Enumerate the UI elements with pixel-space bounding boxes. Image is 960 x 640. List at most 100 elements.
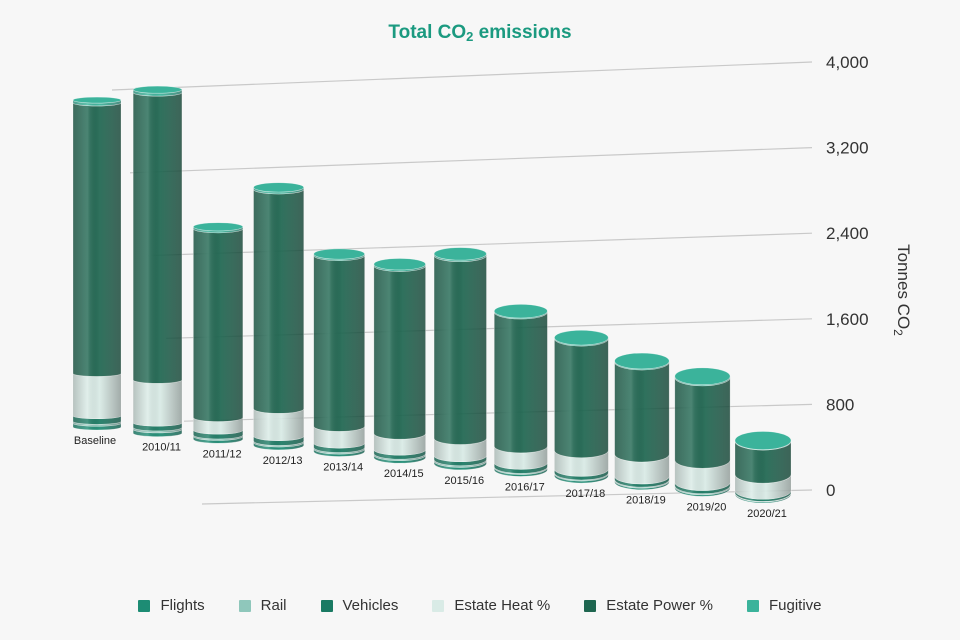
bar-segment-shading bbox=[193, 226, 243, 233]
bar-2016/17 bbox=[493, 304, 548, 477]
y-axis-label-subscript: 2 bbox=[891, 329, 905, 336]
legend-swatch bbox=[746, 599, 759, 612]
x-tick-label: 2018/19 bbox=[626, 495, 666, 507]
x-tick-label: 2010/11 bbox=[142, 442, 181, 454]
bar-segment-shading bbox=[494, 462, 548, 474]
bar-segment-shading bbox=[434, 253, 487, 262]
bar-segment-shading bbox=[73, 423, 121, 430]
title-main: Total CO bbox=[388, 22, 467, 43]
bar-segment-shading bbox=[313, 253, 365, 261]
y-tick-label: 3,200 bbox=[826, 139, 869, 158]
bar-top-cap bbox=[493, 304, 548, 319]
bar-2012/13 bbox=[253, 182, 305, 451]
x-tick-label: 2016/17 bbox=[505, 481, 545, 493]
bar-segment-shading bbox=[373, 453, 426, 461]
bar-segment-shading bbox=[253, 189, 304, 414]
x-tick-label: 2013/14 bbox=[323, 462, 363, 474]
bar-segment-shading bbox=[73, 102, 121, 377]
bar-segment-shading bbox=[614, 454, 670, 484]
bar-2019/20 bbox=[674, 367, 731, 497]
bar-segment-shading bbox=[614, 476, 670, 488]
bar-segment-shading bbox=[614, 362, 670, 463]
chart-title: Total CO2 emissions bbox=[0, 22, 960, 44]
bar-top-cap bbox=[253, 182, 305, 193]
bar-segment-shading bbox=[313, 426, 365, 449]
legend-item: Fugitive bbox=[746, 597, 822, 614]
bar-segment-shading bbox=[253, 187, 304, 194]
bar-segment-shading bbox=[193, 436, 243, 444]
bar-top-cap bbox=[193, 222, 244, 232]
bar-2013/14 bbox=[313, 248, 365, 457]
y-tick-labels: 0 800 1,600 2,400 3,200 4,000 bbox=[826, 53, 869, 500]
bar-2017/18 bbox=[554, 329, 609, 484]
bar-2011/12 bbox=[193, 222, 244, 444]
y-axis-label: Tonnes CO2 bbox=[891, 244, 913, 336]
legend-swatch bbox=[238, 599, 251, 612]
bar-segment-shading bbox=[253, 440, 304, 447]
bar-segment-shading bbox=[73, 100, 121, 106]
bar-segment-shading bbox=[674, 377, 731, 469]
y-axis-label-main: Tonnes CO bbox=[894, 244, 913, 329]
y-tick-label: 4,000 bbox=[826, 53, 869, 72]
bar-segment-shading bbox=[434, 461, 487, 470]
bar-segment-shading bbox=[193, 228, 243, 422]
bar-segment-shading bbox=[494, 467, 548, 477]
legend-item: Flights bbox=[138, 597, 205, 614]
bar-segment-shading bbox=[494, 446, 548, 470]
x-tick-label: 2015/16 bbox=[444, 475, 484, 487]
bar-top-cap bbox=[373, 258, 426, 271]
legend-item: Vehicles bbox=[320, 597, 398, 614]
x-tick-label: Baseline bbox=[74, 435, 116, 447]
legend-item: Estate Power % bbox=[584, 597, 713, 614]
bar-top-cap bbox=[674, 367, 731, 386]
bar-segment-shading bbox=[373, 264, 426, 272]
bar-segment-shading bbox=[373, 454, 426, 464]
bar-2020/21 bbox=[734, 431, 792, 504]
bar-2010/11 bbox=[132, 85, 183, 437]
legend: Flights Rail Vehicles Estate Heat % Estate P… bbox=[0, 597, 960, 614]
bar-segment-shading bbox=[313, 447, 365, 455]
bar-segment-shading bbox=[674, 459, 731, 491]
x-tick-label: 2017/18 bbox=[565, 488, 605, 500]
bar-segment-shading bbox=[735, 490, 791, 502]
bar-top-cap bbox=[734, 431, 792, 450]
bar-top-cap bbox=[433, 247, 487, 261]
bar-segment-shading bbox=[313, 442, 365, 453]
y-tick-label: 800 bbox=[826, 395, 854, 414]
x-tick-label: 2020/21 bbox=[747, 508, 787, 520]
bar-segment-shading bbox=[73, 421, 121, 427]
bar-segment-shading bbox=[133, 422, 182, 431]
bar-segment-shading bbox=[373, 449, 426, 460]
bar-segment-shading bbox=[735, 441, 791, 484]
legend-item: Estate Heat % bbox=[432, 597, 550, 614]
bar-top-cap bbox=[614, 352, 670, 370]
bar-segment-shading bbox=[253, 442, 304, 450]
title-suffix: emissions bbox=[473, 22, 572, 43]
legend-label: Estate Heat % bbox=[454, 597, 551, 614]
bar-segment-shading bbox=[73, 373, 121, 419]
x-tick-labels: Baseline 2010/11 2011/12 2012/13 2013/14 2014… bbox=[74, 435, 787, 520]
title-subscript: 2 bbox=[466, 29, 474, 44]
bar-segment-shading bbox=[133, 89, 182, 97]
bar-Baseline bbox=[72, 96, 122, 431]
bar-segment-shading bbox=[193, 417, 243, 435]
bar-segment-shading bbox=[494, 312, 548, 453]
legend-swatch bbox=[432, 599, 445, 612]
bar-segment-shading bbox=[73, 415, 121, 425]
legend-item: Rail bbox=[238, 597, 287, 614]
bar-2014/15 bbox=[373, 258, 426, 464]
x-tick-label: 2014/15 bbox=[384, 468, 424, 480]
bar-segment-shading bbox=[313, 448, 365, 457]
legend-label: Fugitive bbox=[768, 597, 822, 614]
bar-segment-shading bbox=[674, 482, 731, 494]
bar-segment-shading bbox=[554, 473, 609, 484]
bar-2018/19 bbox=[614, 352, 670, 491]
bar-segment-shading bbox=[133, 427, 182, 433]
bar-segment-shading bbox=[193, 430, 243, 439]
bar-segment-shading bbox=[554, 469, 609, 480]
bar-segment-shading bbox=[253, 408, 304, 441]
bar-2015/16 bbox=[433, 247, 487, 471]
bar-segment-shading bbox=[735, 474, 791, 500]
y-tick-label: 0 bbox=[826, 481, 835, 500]
